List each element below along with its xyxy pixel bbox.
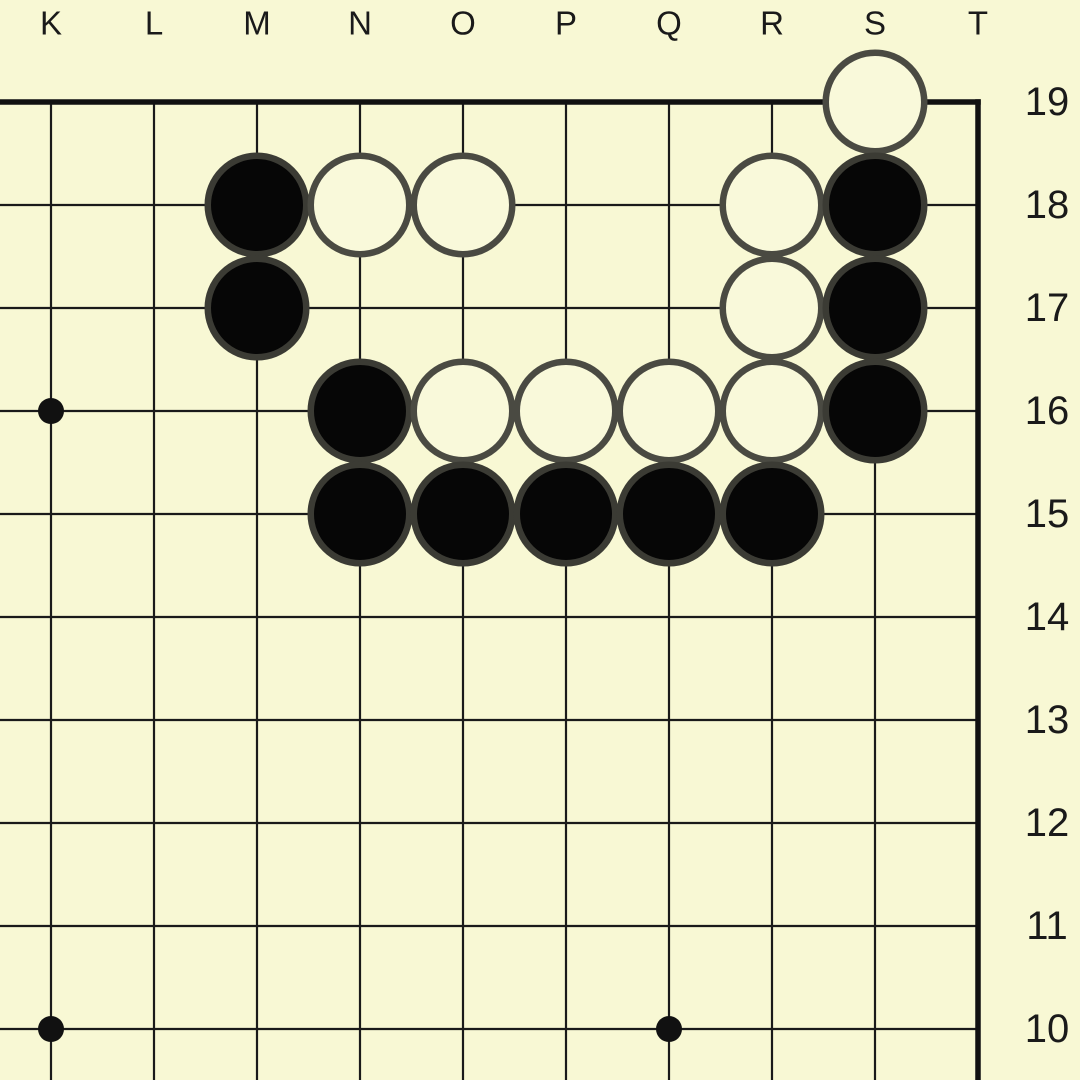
- row-label-17: 17: [1025, 286, 1070, 330]
- column-label-N: N: [348, 5, 372, 42]
- column-label-T: T: [968, 5, 988, 42]
- column-label-R: R: [760, 5, 784, 42]
- stone-white-N18[interactable]: [307, 152, 413, 258]
- stone-black-S16[interactable]: [822, 358, 928, 464]
- row-label-14: 14: [1025, 595, 1070, 639]
- stone-white-Q16[interactable]: [616, 358, 722, 464]
- star-point-K10: [38, 1016, 64, 1042]
- stone-white-R16[interactable]: [719, 358, 825, 464]
- stone-black-M17[interactable]: [204, 255, 310, 361]
- column-label-L: L: [145, 5, 163, 42]
- row-label-10: 10: [1025, 1007, 1070, 1051]
- stone-black-Q15[interactable]: [616, 461, 722, 567]
- star-point-Q10: [656, 1016, 682, 1042]
- column-label-Q: Q: [656, 5, 682, 42]
- stone-black-R15[interactable]: [719, 461, 825, 567]
- stone-black-S18[interactable]: [822, 152, 928, 258]
- row-label-11: 11: [1026, 904, 1068, 948]
- stone-white-S19[interactable]: [822, 49, 928, 155]
- stone-white-O16[interactable]: [410, 358, 516, 464]
- row-label-18: 18: [1025, 183, 1070, 227]
- row-label-12: 12: [1025, 801, 1070, 845]
- row-label-19: 19: [1025, 80, 1070, 124]
- column-label-S: S: [864, 5, 886, 42]
- stone-black-O15[interactable]: [410, 461, 516, 567]
- stone-black-N16[interactable]: [307, 358, 413, 464]
- stone-black-P15[interactable]: [513, 461, 619, 567]
- column-label-K: K: [40, 5, 62, 42]
- row-label-15: 15: [1025, 492, 1070, 536]
- column-label-M: M: [243, 5, 271, 42]
- row-label-13: 13: [1025, 698, 1070, 742]
- column-label-P: P: [555, 5, 577, 42]
- column-label-O: O: [450, 5, 476, 42]
- stone-black-M18[interactable]: [204, 152, 310, 258]
- stone-white-O18[interactable]: [410, 152, 516, 258]
- stone-white-R18[interactable]: [719, 152, 825, 258]
- row-label-16: 16: [1025, 389, 1070, 433]
- star-point-K16: [38, 398, 64, 424]
- stone-white-P16[interactable]: [513, 358, 619, 464]
- stone-black-N15[interactable]: [307, 461, 413, 567]
- stone-white-R17[interactable]: [719, 255, 825, 361]
- stone-black-S17[interactable]: [822, 255, 928, 361]
